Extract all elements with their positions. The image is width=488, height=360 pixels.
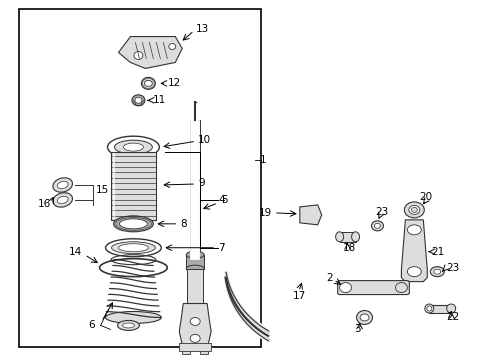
Text: 5: 5 <box>221 195 227 205</box>
Ellipse shape <box>410 207 416 212</box>
Ellipse shape <box>57 196 68 203</box>
Text: 15: 15 <box>95 185 109 195</box>
Bar <box>19 9 261 347</box>
Ellipse shape <box>426 306 431 311</box>
Text: 2: 2 <box>326 273 333 283</box>
Bar <box>110 152 156 220</box>
Text: 6: 6 <box>88 320 95 330</box>
Ellipse shape <box>135 97 142 103</box>
Ellipse shape <box>105 239 161 257</box>
Ellipse shape <box>186 251 203 258</box>
Ellipse shape <box>190 318 200 325</box>
Text: 7: 7 <box>218 243 224 253</box>
Ellipse shape <box>408 206 419 214</box>
Ellipse shape <box>118 244 148 252</box>
Bar <box>179 343 211 351</box>
Ellipse shape <box>122 323 134 328</box>
Ellipse shape <box>132 95 144 106</box>
Ellipse shape <box>111 242 155 254</box>
Text: 16: 16 <box>38 199 51 209</box>
Ellipse shape <box>429 267 443 276</box>
Ellipse shape <box>107 136 159 158</box>
Ellipse shape <box>335 232 343 242</box>
Bar <box>187 269 203 303</box>
Ellipse shape <box>433 269 440 274</box>
Polygon shape <box>299 205 321 225</box>
Polygon shape <box>401 220 427 282</box>
Text: 4: 4 <box>218 195 224 205</box>
Bar <box>339 232 355 242</box>
Ellipse shape <box>407 267 421 276</box>
Ellipse shape <box>446 304 455 313</box>
Text: 12: 12 <box>168 78 181 88</box>
Text: 21: 21 <box>430 247 444 257</box>
Ellipse shape <box>356 310 372 324</box>
Text: 1: 1 <box>260 155 266 165</box>
Bar <box>190 120 200 255</box>
Text: 13: 13 <box>196 24 209 33</box>
Ellipse shape <box>407 225 421 235</box>
Ellipse shape <box>134 51 142 59</box>
Ellipse shape <box>53 178 72 192</box>
Text: 9: 9 <box>198 178 204 188</box>
Ellipse shape <box>119 219 147 229</box>
Text: 11: 11 <box>152 95 165 105</box>
Text: 14: 14 <box>68 247 82 257</box>
Text: 8: 8 <box>180 219 186 229</box>
Ellipse shape <box>374 223 380 228</box>
Ellipse shape <box>339 283 351 293</box>
Ellipse shape <box>424 304 433 313</box>
Bar <box>186 255 203 269</box>
Ellipse shape <box>190 334 200 342</box>
Text: 20: 20 <box>419 192 431 202</box>
Ellipse shape <box>105 311 161 323</box>
Bar <box>200 345 208 354</box>
Polygon shape <box>118 37 182 68</box>
Text: 23: 23 <box>446 263 459 273</box>
Text: 3: 3 <box>354 324 361 334</box>
Polygon shape <box>179 303 211 349</box>
Ellipse shape <box>168 44 175 50</box>
Text: 10: 10 <box>198 135 211 145</box>
Ellipse shape <box>144 80 152 86</box>
Ellipse shape <box>113 216 153 232</box>
Ellipse shape <box>186 265 203 272</box>
Text: 22: 22 <box>446 312 459 323</box>
Ellipse shape <box>141 77 155 89</box>
Ellipse shape <box>404 202 424 218</box>
Ellipse shape <box>123 143 143 151</box>
Ellipse shape <box>117 320 139 330</box>
Ellipse shape <box>351 232 359 242</box>
Bar <box>428 305 450 314</box>
Ellipse shape <box>57 181 68 189</box>
Ellipse shape <box>359 314 368 321</box>
Bar <box>182 345 190 354</box>
Text: 18: 18 <box>342 243 355 253</box>
Ellipse shape <box>395 283 407 293</box>
Text: 17: 17 <box>292 291 305 301</box>
FancyBboxPatch shape <box>337 280 408 294</box>
Text: 23: 23 <box>375 207 388 217</box>
Ellipse shape <box>53 193 72 207</box>
Ellipse shape <box>114 140 152 154</box>
Ellipse shape <box>371 221 383 231</box>
Text: 19: 19 <box>258 208 271 218</box>
